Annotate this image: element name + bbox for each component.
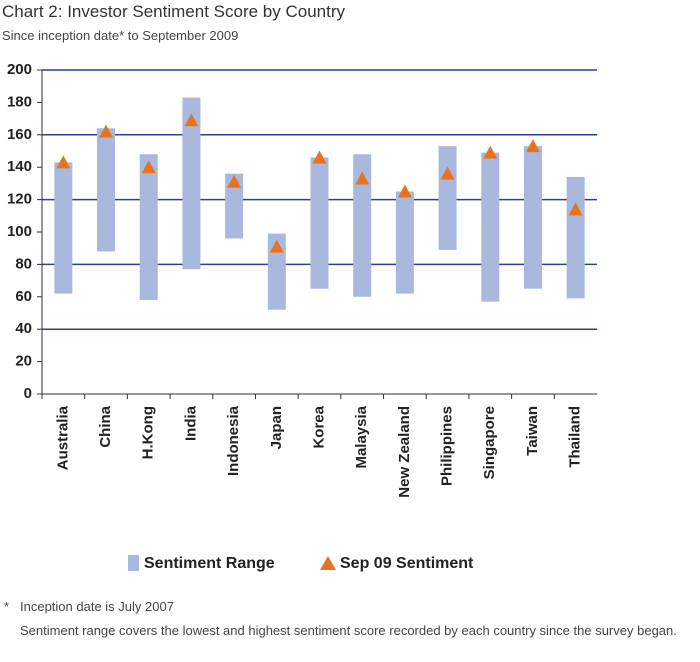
y-tick-label: 120	[7, 191, 32, 208]
legend-swatch	[128, 555, 139, 571]
sentiment-marker	[440, 166, 455, 180]
y-tick-label: 140	[7, 158, 32, 175]
sentiment-marker	[312, 150, 327, 164]
sentiment-marker	[483, 145, 498, 159]
note-marker: *	[4, 599, 10, 614]
x-tick-label: Australia	[54, 405, 71, 470]
range-bar	[481, 152, 500, 302]
range-bar	[225, 173, 244, 239]
x-tick-label: Malaysia	[353, 405, 370, 468]
sentiment-marker	[227, 174, 242, 188]
chart: 0 20 40 60 80 100 120 140 160 180 200 Australia Chin…	[7, 61, 597, 572]
range-bar	[182, 97, 201, 270]
x-tick-label: Singapore	[481, 406, 498, 479]
sentiment-marker	[568, 202, 583, 216]
y-tick-label: 100	[7, 223, 32, 240]
y-tick-label: 20	[15, 353, 32, 370]
x-tick-label: Indonesia	[225, 405, 242, 476]
y-tick-label: 180	[7, 93, 32, 110]
x-tick-label: India	[182, 405, 199, 441]
y-tick-label: 40	[15, 320, 32, 337]
y-tick-label: 60	[15, 288, 32, 305]
y-tick-label: 160	[7, 126, 32, 143]
range-bar	[523, 146, 542, 289]
x-tick-label: Thailand	[567, 406, 584, 468]
sentiment-marker	[56, 155, 71, 169]
x-tick-label: China	[97, 405, 114, 447]
range-bar	[310, 157, 329, 289]
chart-title: Chart 2: Investor Sentiment Score by Cou…	[2, 2, 345, 21]
sentiment-marker	[184, 113, 199, 127]
y-tick-label: 80	[15, 255, 32, 272]
range-bar	[97, 128, 116, 252]
sentiment-marker	[525, 139, 540, 153]
range-bar	[139, 154, 158, 301]
legend-label: Sep 09 Sentiment	[340, 555, 474, 572]
x-tick-label: Japan	[268, 406, 285, 449]
y-tick-label: 200	[7, 61, 32, 78]
chart-subtitle: Since inception date* to September 2009	[2, 28, 239, 43]
sentiment-marker	[269, 239, 284, 253]
x-tick-label: Philippines	[439, 406, 456, 486]
range-bar	[438, 146, 457, 250]
range-bar	[54, 162, 73, 294]
range-bar	[267, 233, 286, 310]
sentiment-marker	[99, 124, 114, 138]
legend-marker	[320, 556, 336, 570]
range-bar	[353, 154, 372, 297]
sentiment-marker	[355, 171, 370, 185]
x-tick-label: Taiwan	[524, 406, 541, 456]
range-bar	[566, 176, 585, 299]
range-bar	[395, 191, 414, 294]
note-inception: Inception date is July 2007	[20, 599, 174, 614]
sentiment-marker	[397, 184, 412, 198]
y-tick-label: 0	[24, 385, 32, 402]
legend-label: Sentiment Range	[144, 555, 275, 572]
sentiment-marker	[141, 160, 156, 174]
note-range: Sentiment range covers the lowest and hi…	[20, 623, 677, 638]
x-tick-label: H.Kong	[140, 406, 157, 459]
x-tick-label: Korea	[310, 405, 327, 448]
x-tick-label: New Zealand	[396, 406, 413, 498]
